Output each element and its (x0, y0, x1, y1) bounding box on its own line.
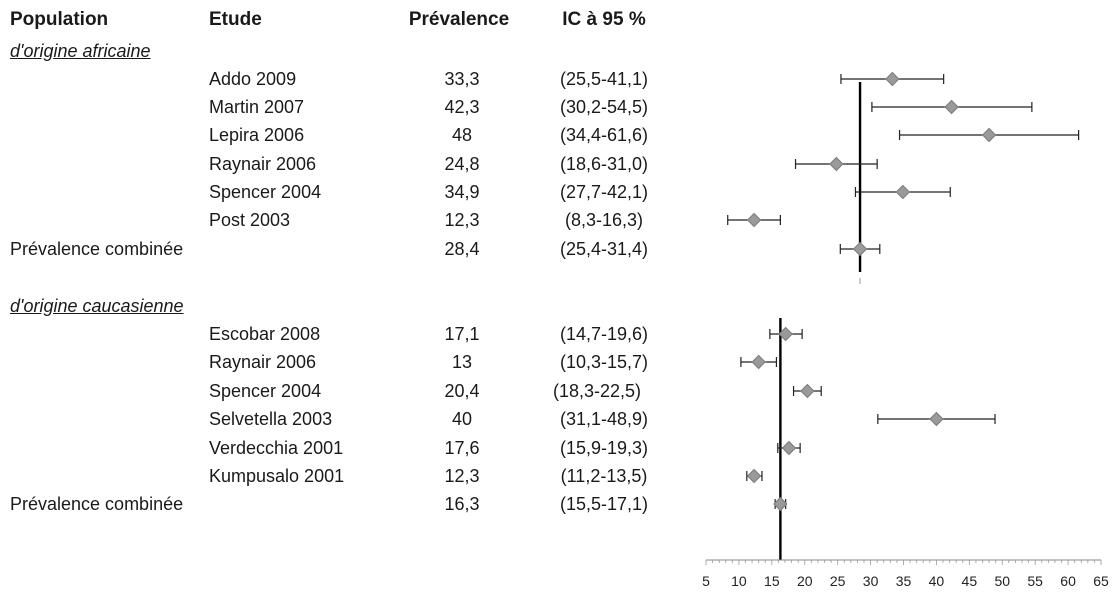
study-ci: (25,5-41,1) (559, 69, 649, 89)
study-estimate-marker (746, 212, 762, 228)
study-ci: (10,3-15,7) (559, 352, 649, 372)
study-estimate-marker (944, 99, 959, 115)
study-estimate-marker (885, 71, 900, 87)
x-tick-label: 5 (702, 573, 710, 589)
study-ci: (11,2-13,5) (560, 466, 648, 486)
study-ci: (31,1-48,9) (559, 409, 649, 429)
x-tick-label: 60 (1060, 573, 1076, 589)
study-name: Lepira 2006 (209, 125, 305, 145)
study-prevalence: 13 (451, 352, 473, 372)
x-tick-label: 25 (830, 573, 846, 589)
header-ci: IC à 95 % (562, 9, 646, 30)
combined-estimate-marker (852, 241, 868, 257)
x-tick-label: 30 (863, 573, 879, 589)
combined-ci: (25,4-31,4) (559, 239, 649, 259)
study-ci: (8,3-16,3) (564, 210, 644, 230)
study-prevalence: 17,1 (444, 324, 480, 344)
combined-estimate-marker (773, 496, 788, 512)
study-name: Martin 2007 (209, 97, 305, 117)
study-prevalence: 12,3 (444, 210, 480, 230)
study-estimate-marker (981, 127, 997, 143)
study-ci: (15,9-19,3) (559, 438, 649, 458)
study-ci: (34,4-61,6) (559, 125, 649, 145)
study-name: Raynair 2006 (209, 154, 317, 174)
study-prevalence: 12,3 (444, 466, 480, 486)
x-tick-label: 50 (994, 573, 1010, 589)
study-name: Post 2003 (209, 210, 291, 230)
study-name: Spencer 2004 (209, 182, 322, 202)
header-population: Population (10, 9, 109, 30)
x-tick-label: 65 (1093, 573, 1109, 589)
study-prevalence: 42,3 (444, 97, 480, 117)
x-tick-label: 15 (764, 573, 780, 589)
study-name: Escobar 2008 (209, 324, 321, 344)
study-prevalence: 34,9 (444, 182, 480, 202)
x-tick-label: 45 (962, 573, 978, 589)
study-ci: (30,2-54,5) (559, 97, 649, 117)
x-tick-label: 40 (929, 573, 945, 589)
combined-label: Prévalence combinée (10, 239, 184, 259)
study-name: Spencer 2004 (209, 381, 322, 401)
study-name: Verdecchia 2001 (209, 438, 344, 458)
x-tick-label: 10 (731, 573, 747, 589)
group-label-caucasian: d'origine caucasienne (10, 296, 184, 316)
study-ci: (18,3-22,5) (552, 381, 642, 401)
study-name: Selvetella 2003 (209, 409, 333, 429)
combined-prevalence: 16,3 (444, 494, 480, 514)
group-label-african: d'origine africaine (10, 41, 151, 61)
study-name: Raynair 2006 (209, 352, 317, 372)
study-estimate-marker (929, 411, 944, 427)
study-prevalence: 20,4 (444, 381, 480, 401)
study-prevalence: 24,8 (444, 154, 480, 174)
study-prevalence: 17,6 (444, 438, 480, 458)
x-tick-label: 35 (896, 573, 912, 589)
combined-ci: (15,5-17,1) (559, 494, 649, 514)
x-tick-label: 20 (797, 573, 813, 589)
study-estimate-marker (800, 383, 815, 399)
study-name: Kumpusalo 2001 (209, 466, 345, 486)
study-ci: (14,7-19,6) (559, 324, 649, 344)
combined-label: Prévalence combinée (10, 494, 184, 514)
study-estimate-marker (895, 184, 911, 200)
study-estimate-marker (746, 468, 762, 484)
x-tick-label: 55 (1027, 573, 1043, 589)
study-ci: (27,7-42,1) (559, 182, 649, 202)
study-ci: (18,6-31,0) (559, 154, 649, 174)
study-prevalence: 33,3 (444, 69, 480, 89)
study-name: Addo 2009 (209, 69, 297, 89)
combined-prevalence: 28,4 (444, 239, 480, 259)
study-estimate-marker (778, 326, 793, 342)
header-study: Etude (209, 9, 262, 30)
study-estimate-marker (829, 156, 844, 172)
study-estimate-marker (751, 354, 766, 370)
header-prevalence: Prévalence (408, 9, 510, 30)
study-estimate-marker (781, 440, 797, 456)
study-prevalence: 48 (451, 125, 473, 145)
study-prevalence: 40 (451, 409, 473, 429)
